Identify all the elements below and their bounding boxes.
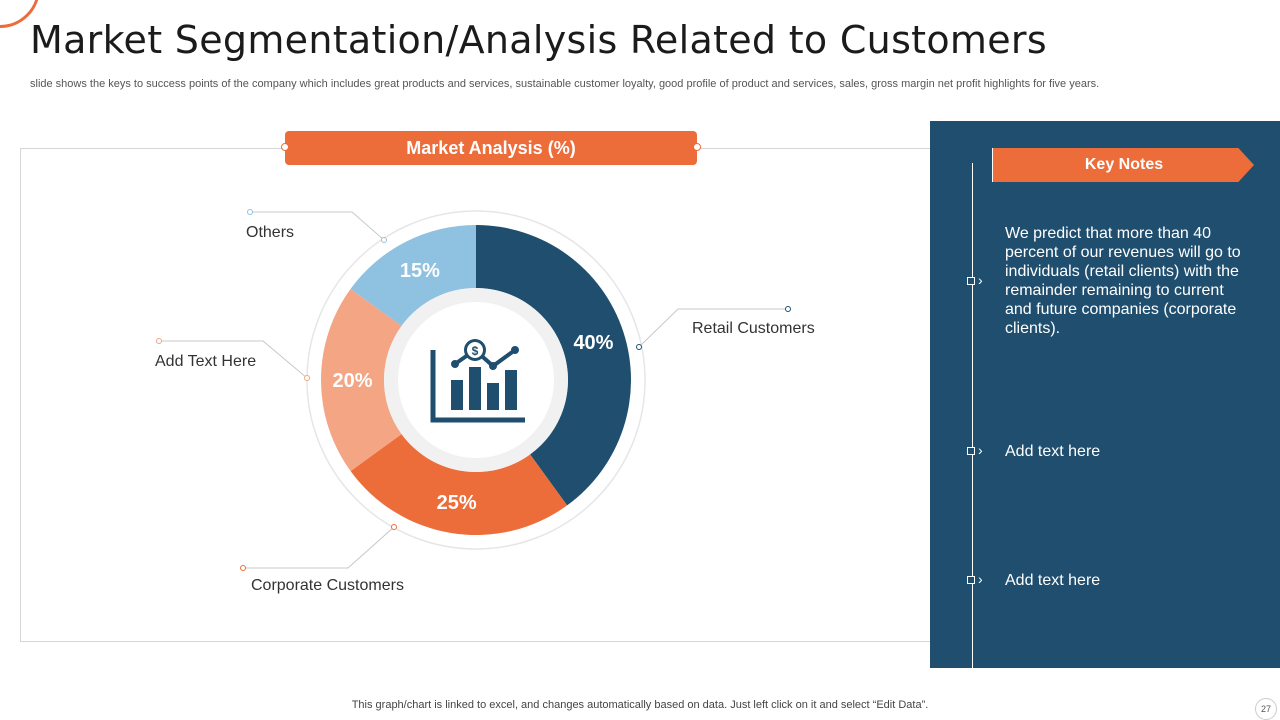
slice-category-label: Others	[246, 224, 294, 241]
banner-right-dot	[693, 143, 701, 151]
note-bullet-icon: ›	[967, 272, 989, 288]
pie-slice	[476, 225, 631, 506]
callout-dot	[156, 338, 162, 344]
callout-dot	[636, 344, 642, 350]
donut-chart[interactable]: 40% 25% 20% 15% Retail Customers Corporate Cu…	[0, 0, 930, 720]
data-label: 40%	[573, 332, 613, 354]
data-label: 25%	[437, 492, 477, 514]
callout-dot	[381, 237, 387, 243]
callout-dot	[391, 524, 397, 530]
note-bullet-icon: ›	[967, 442, 989, 458]
svg-text:$: $	[472, 344, 479, 358]
callout-line	[159, 340, 308, 379]
page-title: Market Segmentation/Analysis Related to …	[30, 18, 1047, 62]
banner-left-dot	[281, 143, 289, 151]
chart-title: Market Analysis (%)	[285, 131, 697, 165]
key-notes-header: Key Notes	[994, 148, 1254, 182]
note-bullet-icon: ›	[967, 571, 989, 587]
callout-line	[250, 211, 385, 241]
slice-category-label: Corporate Customers	[251, 577, 404, 594]
pie-slice	[350, 225, 476, 326]
callout-dot	[785, 306, 791, 312]
page-subtitle: slide shows the keys to success points o…	[30, 78, 1100, 90]
page-number: 27	[1255, 698, 1277, 720]
callout-line	[243, 526, 395, 569]
note-item: Add text here	[1005, 572, 1101, 589]
callout-dot	[240, 565, 246, 571]
key-notes-panel	[930, 121, 1280, 668]
callout-line	[638, 308, 788, 348]
callout-dot	[247, 209, 253, 215]
data-label: 15%	[400, 260, 440, 282]
pie-slice	[350, 434, 568, 535]
footer-note: This graph/chart is linked to excel, and…	[351, 699, 929, 711]
data-label: 20%	[332, 370, 372, 392]
note-item: We predict that more than 40 percent of …	[1005, 225, 1241, 337]
note-item: Add text here	[1005, 443, 1101, 460]
dollar-bar-chart-icon: $	[430, 339, 525, 423]
callout-dot	[304, 375, 310, 381]
slice-category-label: Retail Customers	[692, 320, 815, 337]
slice-category-label: Add Text Here	[155, 353, 256, 370]
pie-slice	[321, 288, 402, 472]
notes-timeline	[972, 163, 973, 668]
